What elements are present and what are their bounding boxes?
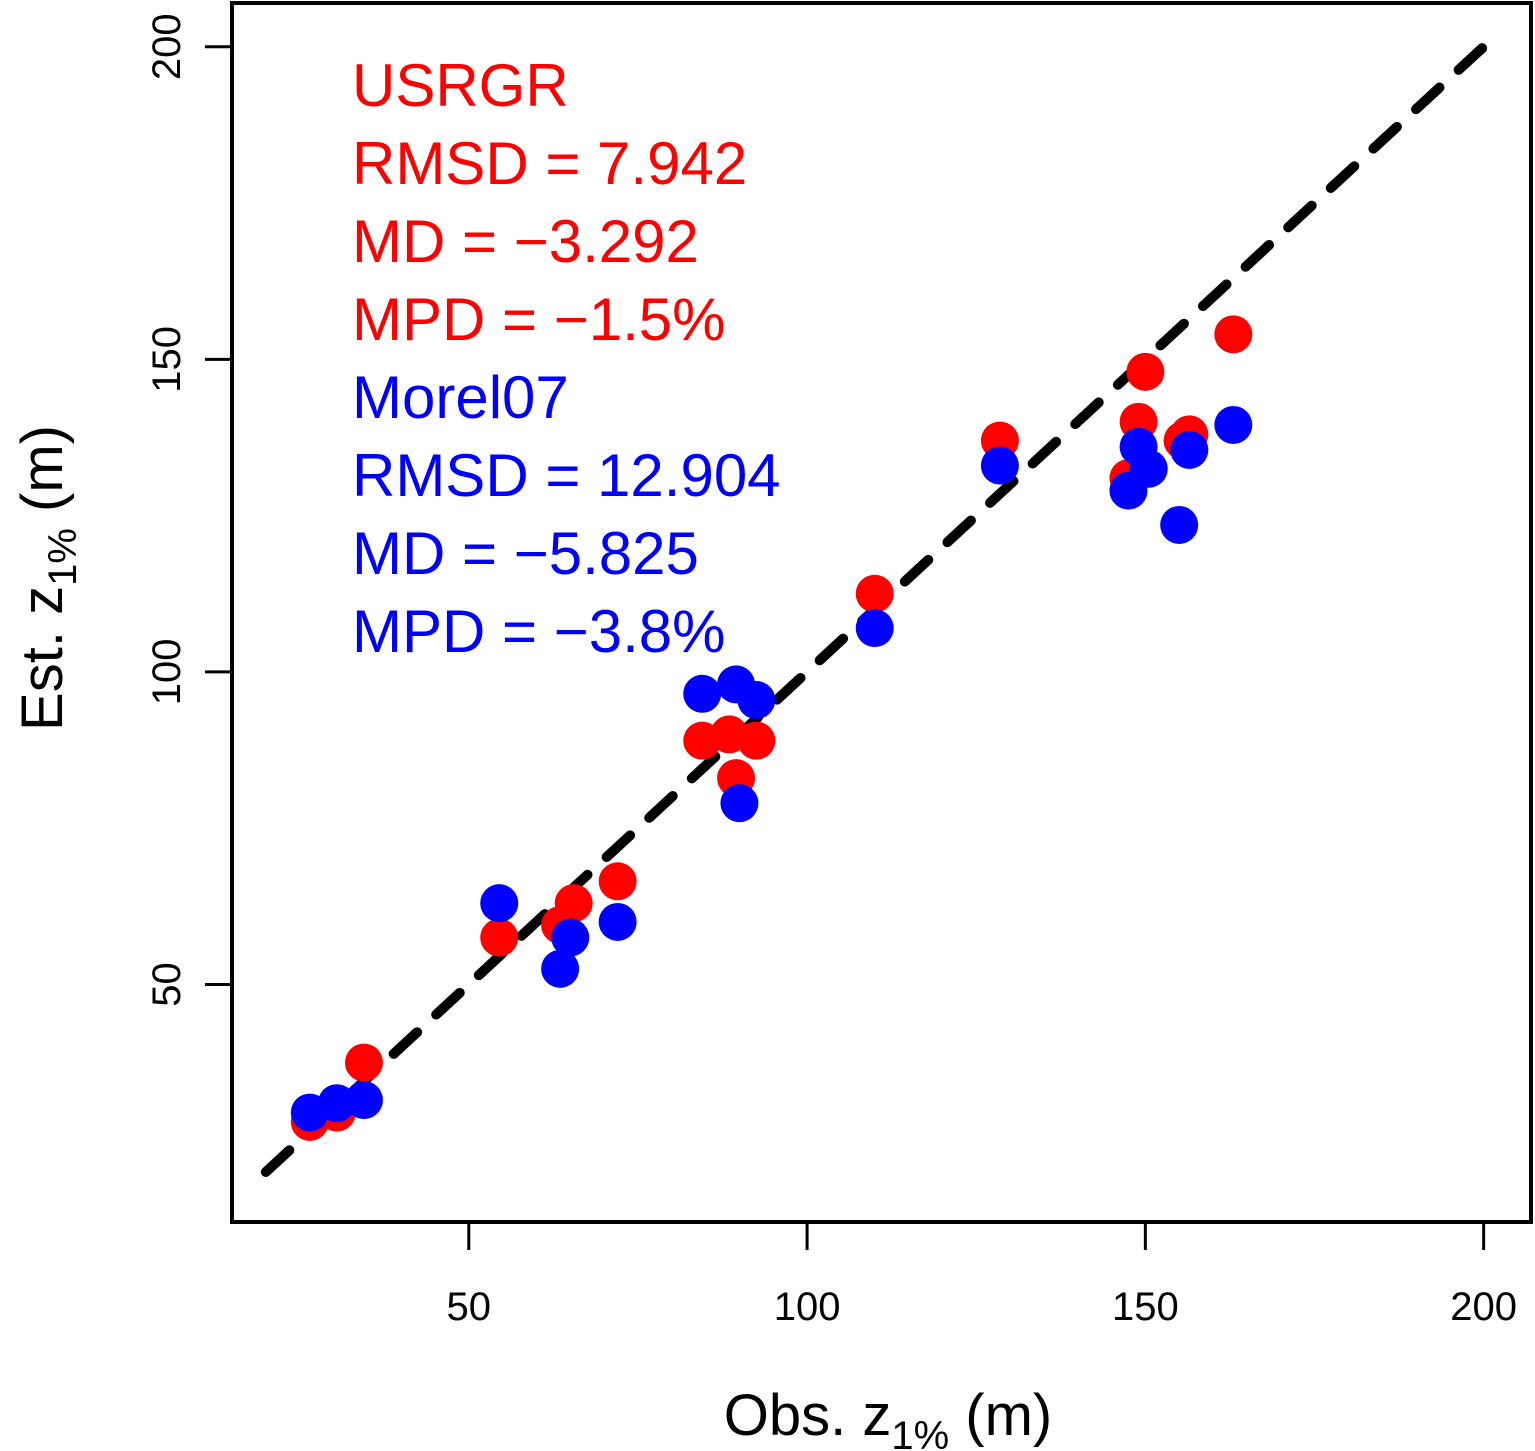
annotation-line: RMSD = 12.904 — [352, 442, 781, 509]
point-morel07 — [1160, 505, 1199, 544]
plot-frame — [230, 1, 1533, 1224]
point-morel07 — [980, 446, 1019, 485]
x-tick-label: 200 — [1450, 1285, 1517, 1329]
point-morel07 — [720, 784, 759, 823]
series-morel07 — [290, 405, 1253, 1132]
annotation-line: Morel07 — [352, 364, 569, 431]
annotation-line: MPD = −1.5% — [352, 286, 726, 353]
point-usrgr — [598, 862, 637, 901]
point-usrgr — [855, 574, 894, 613]
annotation-line: USRGR — [352, 52, 569, 119]
point-usrgr — [344, 1043, 383, 1082]
point-morel07 — [855, 609, 894, 648]
points-layer — [290, 315, 1253, 1141]
point-usrgr — [1214, 315, 1253, 354]
x-tick-label: 100 — [774, 1285, 841, 1329]
annotation-line: RMSD = 7.942 — [352, 130, 747, 197]
point-morel07 — [737, 681, 776, 720]
y-tick-label: 150 — [145, 326, 189, 393]
point-usrgr — [737, 721, 776, 760]
annotation-line: MD = −3.292 — [352, 208, 699, 275]
point-morel07 — [541, 949, 580, 988]
point-morel07 — [344, 1081, 383, 1120]
point-usrgr — [1126, 352, 1165, 391]
axes-layer: 50 100 150 200 50 100 150 200 — [145, 13, 1517, 1329]
x-tick-label: 150 — [1112, 1285, 1179, 1329]
point-usrgr — [480, 918, 519, 957]
point-morel07 — [1170, 430, 1209, 469]
annotation-line: MPD = −3.8% — [352, 598, 726, 665]
x-tick-label: 50 — [447, 1285, 492, 1329]
y-axis-label: Est. z1% (m) — [10, 425, 85, 731]
point-morel07 — [598, 902, 637, 941]
point-morel07 — [1214, 405, 1253, 444]
y-tick-label: 50 — [145, 962, 189, 1007]
point-morel07 — [480, 884, 519, 923]
annotation-line: MD = −5.825 — [352, 520, 699, 587]
x-axis-label: Obs. z1% (m) — [724, 1383, 1052, 1451]
y-tick-label: 200 — [145, 13, 189, 80]
point-morel07 — [551, 918, 590, 957]
point-morel07 — [1129, 449, 1168, 488]
point-usrgr — [554, 884, 593, 923]
y-tick-label: 100 — [145, 639, 189, 706]
point-morel07 — [683, 674, 722, 713]
annotation-block: USRGR RMSD = 7.942 MD = −3.292 MPD = −1.5% M… — [352, 52, 781, 665]
